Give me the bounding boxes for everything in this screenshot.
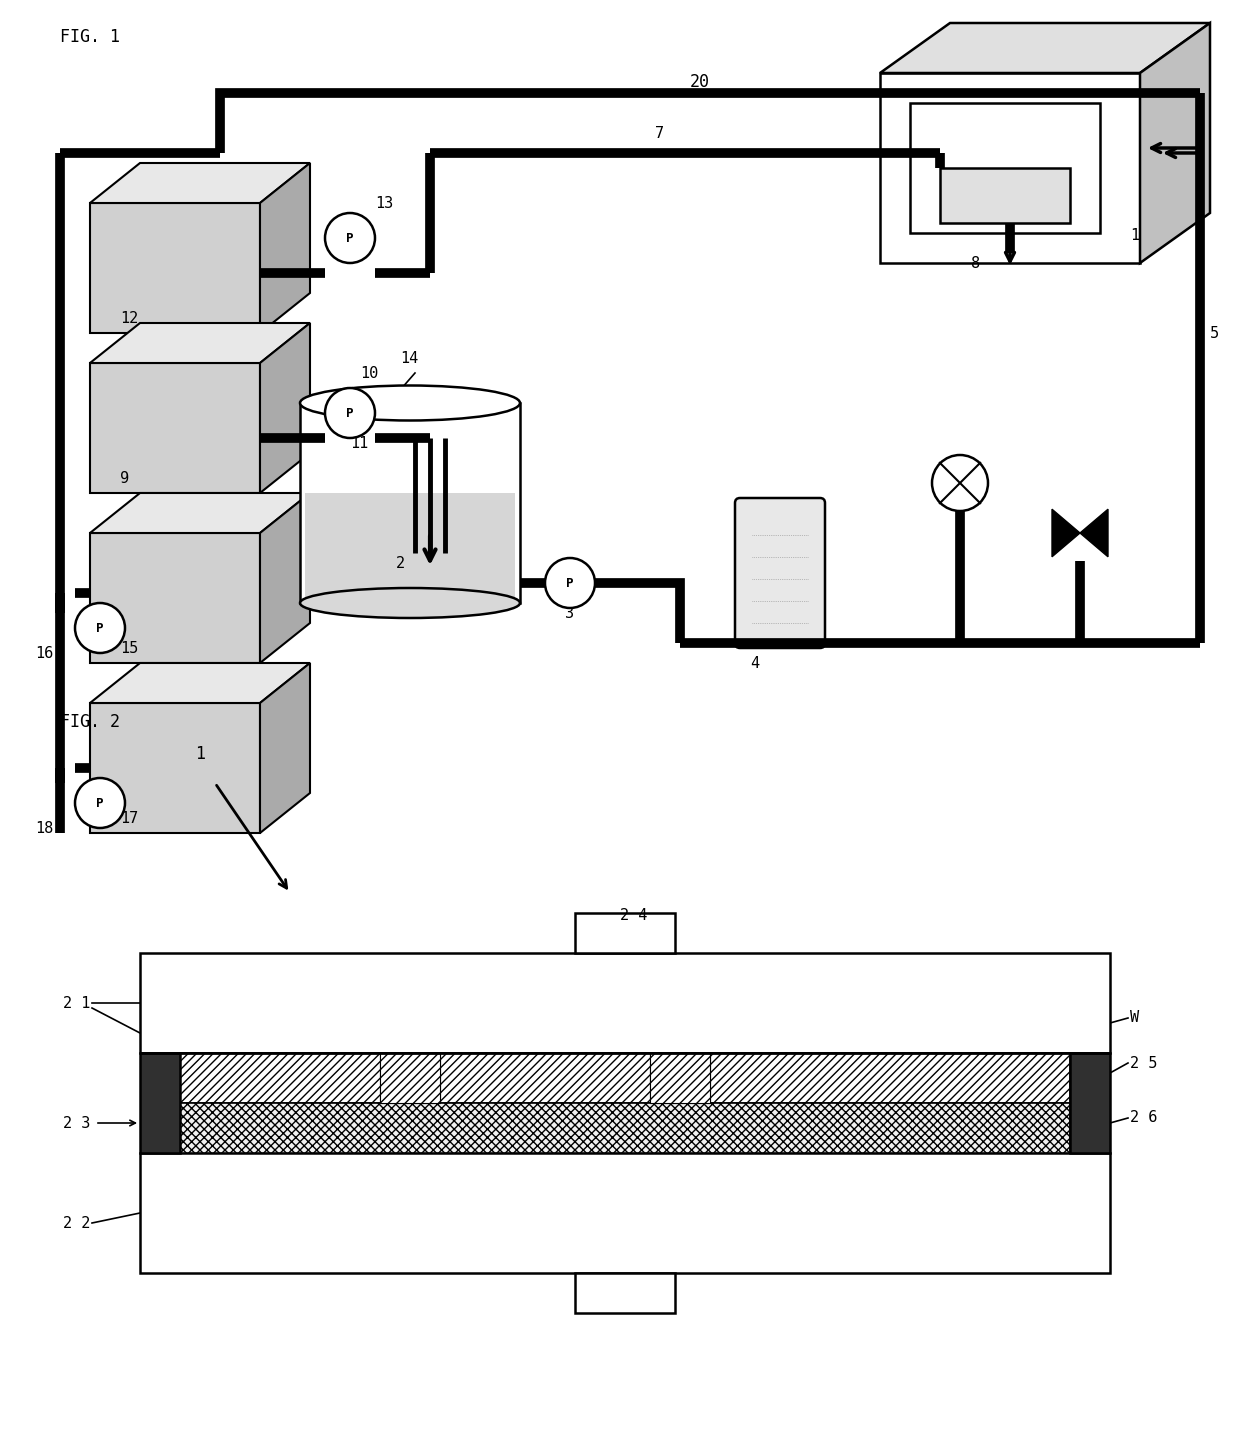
Text: P: P bbox=[346, 232, 353, 245]
Text: 7: 7 bbox=[656, 126, 665, 140]
Polygon shape bbox=[305, 493, 515, 598]
Polygon shape bbox=[91, 163, 310, 203]
Polygon shape bbox=[91, 203, 260, 332]
Polygon shape bbox=[260, 663, 310, 833]
Text: 10: 10 bbox=[360, 365, 378, 381]
Polygon shape bbox=[91, 363, 260, 493]
Text: P: P bbox=[567, 576, 574, 589]
Polygon shape bbox=[91, 533, 260, 663]
Text: 5: 5 bbox=[1210, 325, 1219, 341]
FancyBboxPatch shape bbox=[735, 499, 825, 648]
Circle shape bbox=[546, 557, 595, 608]
Bar bbox=[575, 913, 675, 953]
Circle shape bbox=[74, 603, 125, 653]
Text: 2: 2 bbox=[396, 556, 404, 570]
Text: FIG. 1: FIG. 1 bbox=[60, 29, 120, 46]
Circle shape bbox=[325, 214, 374, 264]
Text: 2 4: 2 4 bbox=[620, 909, 647, 923]
Polygon shape bbox=[880, 23, 1210, 73]
Bar bbox=[140, 1154, 1110, 1273]
Polygon shape bbox=[260, 493, 310, 663]
Text: 1: 1 bbox=[195, 745, 205, 762]
Text: P: P bbox=[97, 622, 104, 635]
Polygon shape bbox=[260, 163, 310, 332]
Text: 13: 13 bbox=[374, 196, 393, 211]
Circle shape bbox=[74, 778, 125, 828]
Text: P: P bbox=[97, 797, 104, 810]
Text: 18: 18 bbox=[35, 821, 53, 835]
Text: 14: 14 bbox=[401, 351, 418, 365]
Bar bbox=[940, 168, 1070, 224]
Bar bbox=[140, 1053, 180, 1154]
Text: 2 2: 2 2 bbox=[63, 1215, 91, 1231]
Text: 2 5: 2 5 bbox=[1130, 1056, 1157, 1070]
Text: P: P bbox=[346, 407, 353, 420]
Text: 17: 17 bbox=[120, 811, 138, 825]
Polygon shape bbox=[91, 704, 260, 833]
Text: 1: 1 bbox=[1130, 228, 1140, 244]
Polygon shape bbox=[91, 493, 310, 533]
Circle shape bbox=[325, 388, 374, 438]
Polygon shape bbox=[91, 322, 310, 363]
Bar bbox=[650, 1053, 711, 1103]
Text: 2 3: 2 3 bbox=[63, 1115, 91, 1131]
Bar bbox=[1070, 1053, 1110, 1154]
Text: 12: 12 bbox=[120, 311, 138, 325]
Text: 2 6: 2 6 bbox=[1130, 1111, 1157, 1125]
Polygon shape bbox=[1052, 509, 1080, 557]
Bar bbox=[140, 953, 1110, 1053]
Polygon shape bbox=[91, 663, 310, 704]
Text: 9: 9 bbox=[120, 471, 129, 486]
Text: 15: 15 bbox=[120, 641, 138, 656]
Bar bbox=[379, 1053, 440, 1103]
Text: 2 1: 2 1 bbox=[63, 996, 91, 1010]
Circle shape bbox=[932, 456, 988, 512]
Polygon shape bbox=[1080, 509, 1109, 557]
Text: 8: 8 bbox=[971, 257, 980, 271]
Polygon shape bbox=[300, 403, 520, 603]
Bar bbox=[910, 103, 1100, 234]
Text: 20: 20 bbox=[689, 73, 711, 92]
Ellipse shape bbox=[300, 588, 520, 618]
Text: W: W bbox=[1130, 1010, 1140, 1026]
Text: 16: 16 bbox=[35, 646, 53, 661]
Bar bbox=[180, 1053, 1070, 1103]
Text: 6: 6 bbox=[955, 188, 965, 203]
Text: FIG. 2: FIG. 2 bbox=[60, 714, 120, 731]
Text: 11: 11 bbox=[350, 436, 368, 451]
Text: 4: 4 bbox=[750, 656, 759, 671]
Polygon shape bbox=[260, 322, 310, 493]
Bar bbox=[379, 1053, 440, 1103]
Polygon shape bbox=[880, 73, 1140, 264]
Bar bbox=[180, 1103, 1070, 1154]
Text: 3: 3 bbox=[565, 606, 574, 620]
Bar bbox=[650, 1053, 711, 1103]
Ellipse shape bbox=[300, 385, 520, 420]
Polygon shape bbox=[1140, 23, 1210, 264]
Bar bbox=[575, 1273, 675, 1313]
